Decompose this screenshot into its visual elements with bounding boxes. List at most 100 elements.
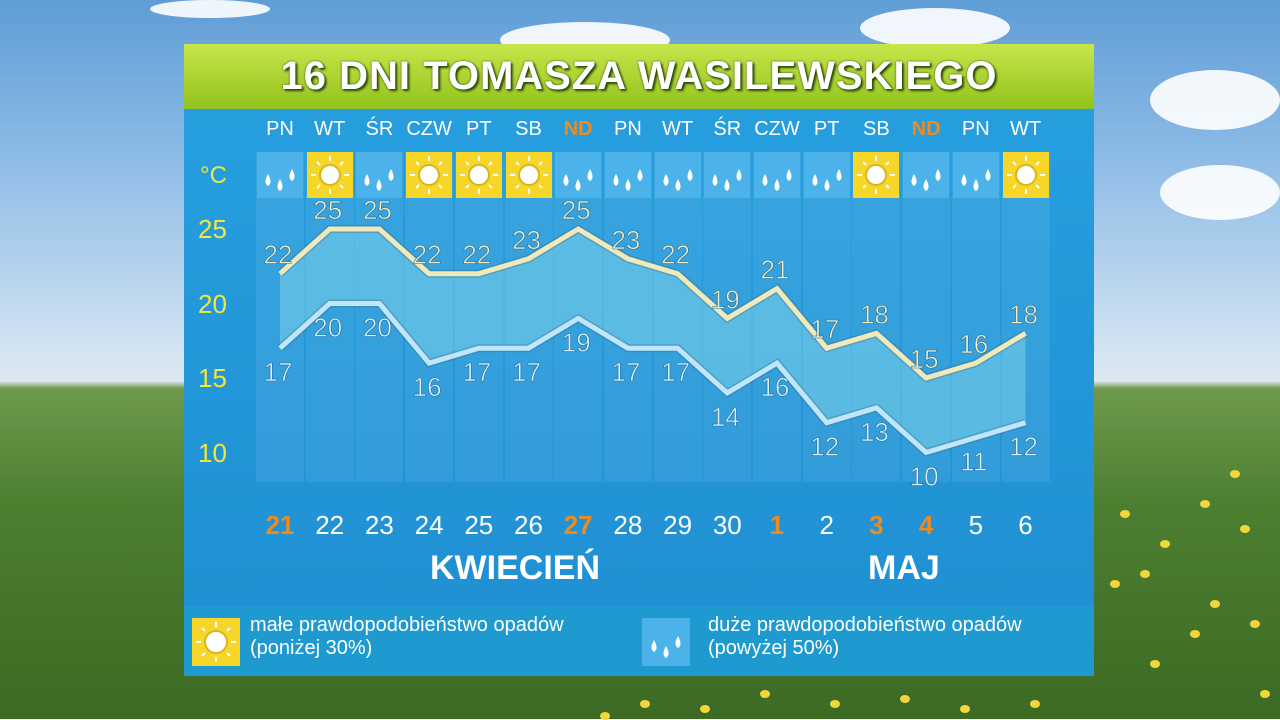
day-number-label: 28 — [613, 510, 643, 540]
dandelion-flower — [1150, 660, 1160, 668]
min-temperature-label: 20 — [363, 313, 392, 343]
min-temperature-label: 17 — [462, 357, 491, 387]
dandelion-flower — [1250, 620, 1260, 628]
rain-drops-icon — [257, 152, 303, 198]
dandelion-flower — [1210, 600, 1220, 608]
min-temperature-label: 17 — [611, 357, 640, 387]
title-bar: 16 DNI TOMASZA WASILEWSKIEGO — [184, 44, 1094, 109]
day-number-label: 25 — [464, 510, 494, 540]
sun-icon — [455, 152, 502, 198]
max-temperature-label: 19 — [711, 284, 740, 314]
column-stripe — [504, 152, 553, 482]
min-temperature-label: 16 — [761, 372, 790, 402]
day-name-label: ND — [911, 118, 941, 140]
column-stripe — [603, 152, 652, 482]
day-name-label: ŚR — [365, 118, 394, 140]
day-name-label: CZW — [406, 118, 452, 140]
day-name-label: PN — [613, 118, 642, 140]
legend: małe prawdopodobieństwo opadów (poniżej … — [184, 606, 1094, 676]
max-temperature-label: 16 — [959, 329, 988, 359]
day-number-label: 2 — [819, 510, 834, 540]
dandelion-flower — [600, 712, 610, 720]
day-name-label: PN — [961, 118, 990, 140]
min-temperature-label: 20 — [313, 313, 342, 343]
min-temperature-label: 17 — [661, 357, 690, 387]
day-name-label: ND — [563, 118, 593, 140]
min-temperature-label: 12 — [810, 432, 839, 462]
day-name-label: SB — [863, 118, 890, 140]
min-temperature-label: 11 — [960, 447, 987, 477]
max-temperature-label: 22 — [413, 240, 442, 270]
dandelion-flower — [1140, 570, 1150, 578]
day-number-label: 1 — [769, 510, 785, 540]
y-tick-label: 25 — [198, 214, 227, 244]
min-temperature-label: 14 — [711, 402, 740, 432]
dandelion-flower — [1160, 540, 1170, 548]
min-temperature-label: 16 — [413, 372, 442, 402]
max-temperature-label: 21 — [761, 255, 790, 285]
max-temperature-label: 17 — [810, 314, 839, 344]
column-stripe — [951, 152, 1000, 482]
day-name-label: WT — [314, 118, 346, 140]
month-label-april: KWIECIEŃ — [430, 549, 600, 587]
rain-drops-icon — [654, 152, 701, 198]
min-temperature-label: 12 — [1009, 432, 1038, 462]
max-temperature-label: 22 — [462, 240, 491, 270]
day-name-label: CZW — [754, 118, 800, 140]
day-number-label: 26 — [514, 510, 543, 540]
rain-drops-icon — [704, 152, 751, 198]
day-number-label: 4 — [918, 510, 934, 540]
rain-drops-icon — [903, 152, 950, 198]
day-name-label: ŚR — [713, 118, 742, 140]
dandelion-flower — [1190, 630, 1200, 638]
rain-drops-icon — [754, 152, 800, 198]
dandelion-flower — [830, 700, 840, 708]
legend-rain-icon — [642, 618, 690, 666]
max-temperature-label: 22 — [661, 240, 690, 270]
day-number-label: 29 — [663, 510, 693, 540]
rain-drops-icon — [952, 152, 999, 198]
day-number-label: 22 — [315, 510, 345, 540]
day-number-label: 6 — [1018, 510, 1033, 540]
cloud — [860, 8, 1010, 48]
day-name-label: SB — [515, 118, 542, 140]
dandelion-flower — [960, 705, 970, 713]
sun-icon — [306, 152, 353, 198]
day-name-label: WT — [1009, 118, 1042, 140]
dandelion-flower — [760, 690, 770, 698]
min-temperature-line — [278, 301, 1027, 456]
sun-icon — [853, 152, 900, 198]
max-temperature-label: 18 — [1009, 299, 1038, 329]
sun-icon — [1002, 152, 1049, 198]
cloud — [1160, 165, 1280, 220]
legend-sun-icon — [192, 618, 240, 666]
day-name-label: PT — [813, 118, 840, 140]
min-temperature-label: 17 — [264, 357, 293, 387]
dandelion-flower — [640, 700, 650, 708]
day-number-label: 30 — [712, 510, 742, 540]
max-temperature-label: 18 — [860, 299, 889, 329]
max-temperature-label: 25 — [363, 195, 392, 225]
day-number-label: 5 — [968, 510, 984, 540]
temperature-range-band — [280, 229, 1026, 453]
max-temperature-label: 23 — [512, 225, 541, 255]
dandelion-flower — [1230, 470, 1240, 478]
max-temperature-label: 15 — [910, 344, 939, 374]
column-stripe — [852, 152, 901, 482]
column-stripe — [405, 152, 454, 482]
y-tick-label: 15 — [198, 363, 227, 393]
rain-drops-icon — [604, 152, 651, 198]
min-temperature-label: 19 — [562, 327, 591, 357]
unit-label: °C — [200, 162, 227, 189]
chart-title: 16 DNI TOMASZA WASILEWSKIEGO — [280, 54, 998, 98]
cloud — [1150, 70, 1280, 130]
max-temperature-label: 25 — [562, 195, 591, 225]
column-stripe — [256, 152, 304, 482]
day-name-label: PT — [466, 118, 492, 140]
dandelion-flower — [1200, 500, 1210, 508]
legend-rain-text: duże prawdopodobieństwo opadów (powyżej … — [708, 614, 1022, 659]
max-temperature-line — [278, 226, 1027, 381]
day-name-label: PN — [266, 118, 294, 140]
column-stripe — [653, 152, 702, 482]
rain-drops-icon — [356, 152, 403, 198]
